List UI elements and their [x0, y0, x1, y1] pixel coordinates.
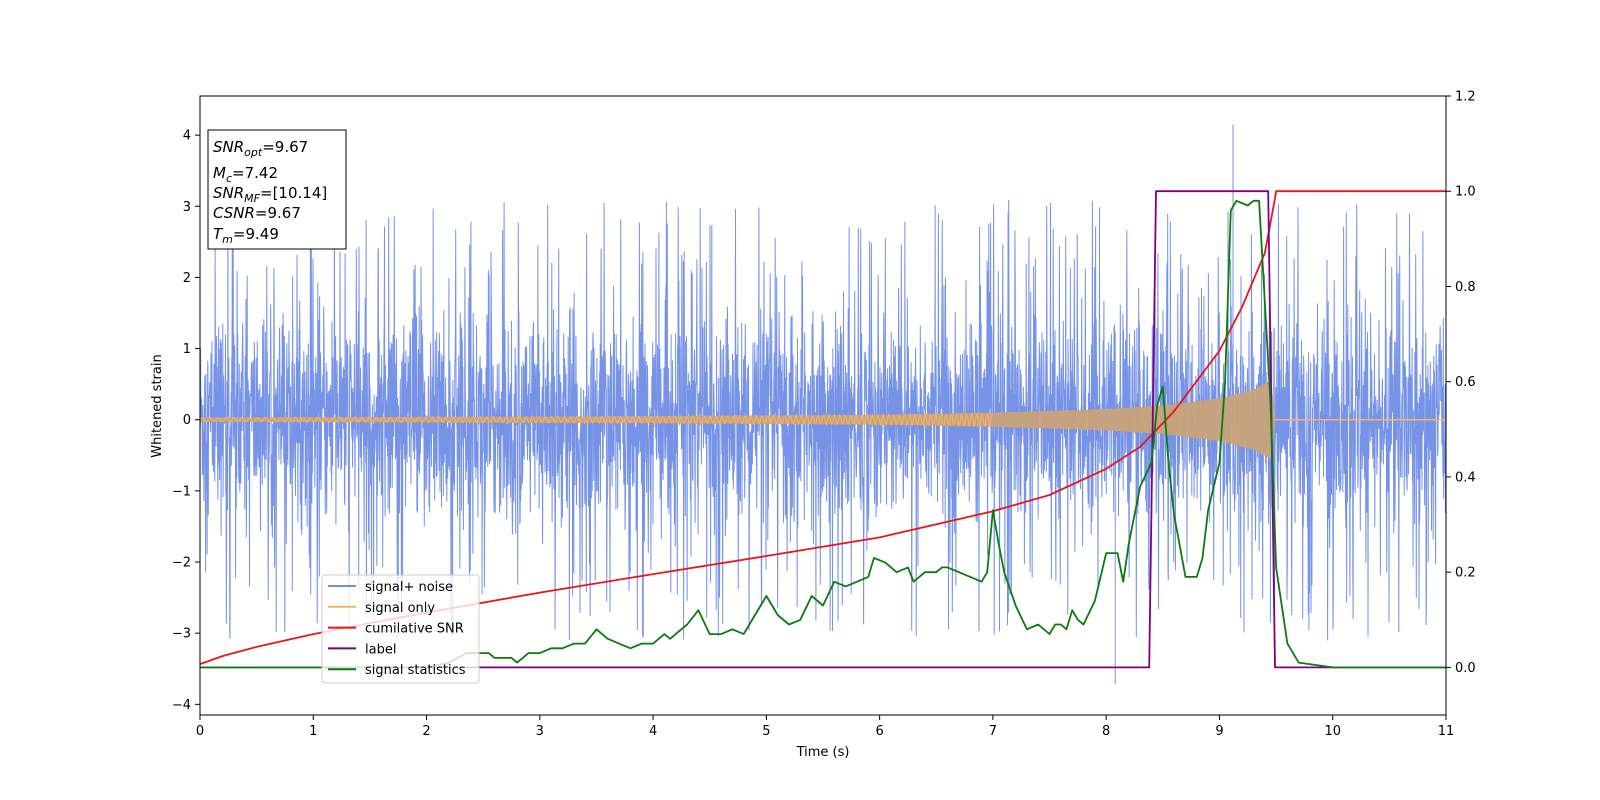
y-axis-label: Whitened strain — [150, 354, 165, 457]
y-right-tick-label: 0.0 — [1455, 661, 1476, 676]
x-tick-label: 7 — [989, 724, 997, 739]
legend-label: signal only — [365, 601, 435, 616]
y-left-tick-label: 3 — [183, 200, 191, 215]
info-line: SNRMF=[10.14] — [213, 184, 327, 205]
info-box: SNRopt=9.67 Mc=7.42SNRMF=[10.14]CSNR=9.67… — [207, 129, 347, 250]
y-left-tick-label: −3 — [172, 627, 191, 642]
legend-label: signal+ noise — [365, 580, 453, 595]
x-tick-label: 9 — [1215, 724, 1223, 739]
y-axis-left: −4 −3 −2 −1 0 1 2 3 4 — [172, 129, 200, 713]
plot-frame — [199, 95, 1447, 716]
y-left-tick-label: −1 — [172, 484, 191, 499]
x-tick-label: 4 — [649, 724, 657, 739]
x-tick-label: 0 — [196, 724, 204, 739]
info-box-frame — [207, 129, 347, 250]
y-right-tick-label: 0.4 — [1455, 470, 1476, 485]
x-axis: 0 1 2 3 4 5 6 7 8 9 10 11 — [196, 715, 1454, 739]
y-right-tick-label: 0.6 — [1455, 375, 1476, 390]
x-tick-label: 3 — [536, 724, 544, 739]
info-line: SNRopt=9.67 — [213, 138, 308, 159]
info-line: CSNR=9.67 — [213, 204, 301, 222]
legend-label: label — [365, 642, 396, 657]
y-left-tick-label: −4 — [172, 698, 191, 713]
series-signal-statistics — [200, 199, 1446, 669]
y-left-tick-label: 1 — [183, 342, 191, 357]
legend-label: cumilative SNR — [365, 622, 464, 637]
y-axis-right: 0.0 0.2 0.4 0.6 0.8 1.0 1.2 — [1446, 90, 1476, 676]
x-tick-label: 1 — [309, 724, 317, 739]
x-tick-label: 10 — [1324, 724, 1341, 739]
x-tick-label: 11 — [1438, 724, 1455, 739]
x-tick-label: 6 — [875, 724, 883, 739]
series-label — [200, 190, 1446, 669]
x-axis-label: Time (s) — [796, 745, 850, 760]
legend-label: signal statistics — [365, 663, 466, 678]
series-signal-only-wave — [200, 412, 994, 428]
x-tick-label: 5 — [762, 724, 770, 739]
y-left-tick-label: 0 — [183, 413, 191, 428]
legend: signal+ noise signal only cumilative SNR la… — [321, 574, 480, 684]
y-right-tick-label: 0.2 — [1455, 566, 1476, 581]
y-right-tick-label: 1.2 — [1455, 90, 1476, 105]
y-left-tick-label: 4 — [183, 129, 191, 144]
x-tick-label: 8 — [1102, 724, 1110, 739]
legend-frame — [321, 574, 480, 684]
info-line: Mc=7.42 — [213, 164, 278, 185]
y-right-tick-label: 0.8 — [1455, 280, 1476, 295]
y-left-tick-label: −2 — [172, 556, 191, 571]
y-right-tick-label: 1.0 — [1455, 185, 1476, 200]
y-left-tick-label: 2 — [183, 271, 191, 286]
info-line: Tm=9.49 — [213, 225, 279, 246]
x-tick-label: 2 — [422, 724, 430, 739]
